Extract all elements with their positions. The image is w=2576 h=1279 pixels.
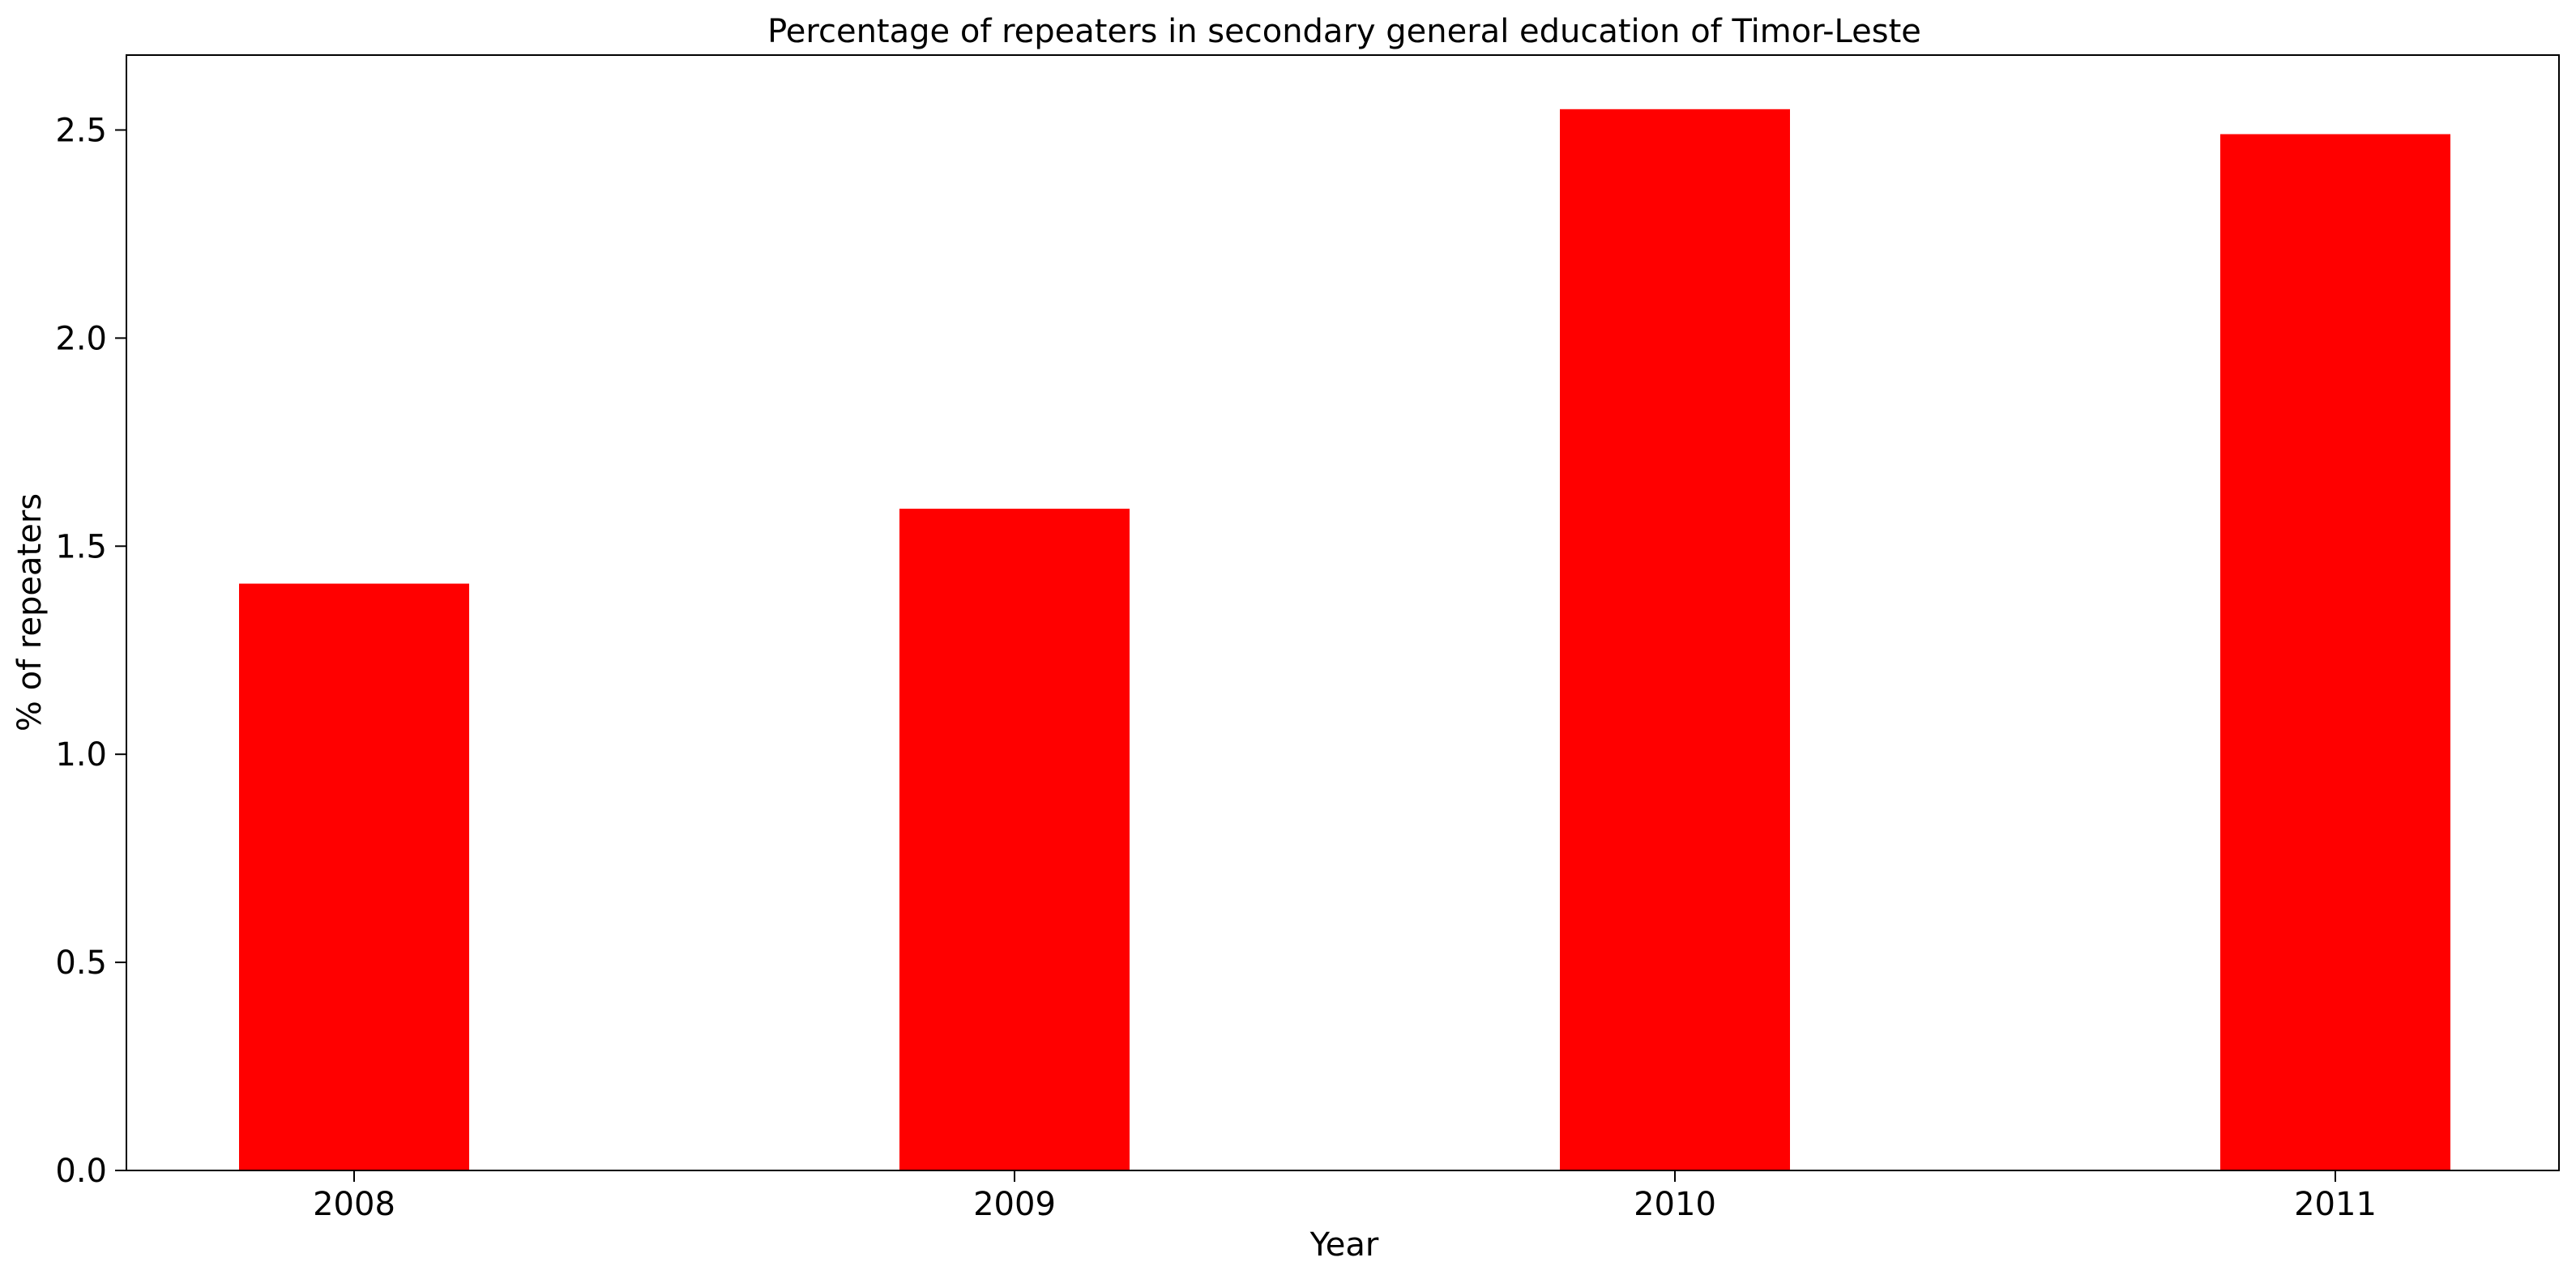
- y-tick-label: 2.5: [55, 112, 107, 149]
- y-tick-label: 1.5: [55, 528, 107, 565]
- x-tick-label: 2011: [2294, 1186, 2377, 1223]
- bar-2009: [899, 509, 1130, 1170]
- x-tick-label: 2008: [313, 1186, 395, 1223]
- plot-frame: [126, 54, 2560, 1171]
- bar-2010: [1560, 109, 1790, 1170]
- y-tick-label: 0.0: [55, 1153, 107, 1190]
- x-tick-label: 2010: [1634, 1186, 1716, 1223]
- bar-2011: [2220, 134, 2450, 1170]
- bars-group: [239, 109, 2450, 1170]
- chart-title: Percentage of repeaters in secondary gen…: [767, 13, 1921, 50]
- y-tick-label: 0.5: [55, 944, 107, 982]
- bar-2008: [239, 583, 469, 1170]
- y-axis-ticks: 0.0 0.5 1.0 1.5 2.0 2.5: [55, 112, 126, 1190]
- x-axis-label: Year: [1309, 1226, 1379, 1264]
- x-axis-ticks: 2008 2009 2010 2011: [313, 1170, 2377, 1223]
- y-axis-label: % of repeaters: [11, 493, 49, 731]
- y-tick-label: 1.0: [55, 736, 107, 774]
- x-tick-label: 2009: [973, 1186, 1056, 1223]
- y-tick-label: 2.0: [55, 320, 107, 357]
